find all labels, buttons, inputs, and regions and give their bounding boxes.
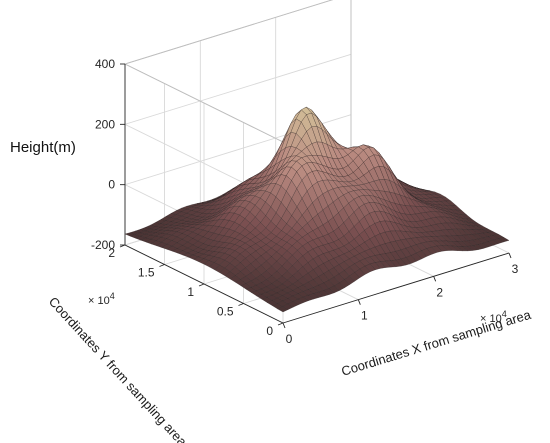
y-tick-label: 1.5 [138,266,155,280]
box-edge [124,63,284,143]
x-tick-label: 1 [361,309,368,323]
surface-mesh [124,106,510,313]
x-tick-label: 2 [436,285,443,299]
x-tick-mark [282,322,286,329]
z-axis-label: Height(m) [10,139,76,156]
box-edge [124,0,334,65]
x-tick-mark [508,252,512,259]
y-tick-label: 1 [187,285,194,299]
y-tick-mark [198,283,205,287]
y-tick-label: 0 [266,324,273,338]
y-axis-exponent: × 104 [88,291,115,307]
z-tick-label: -200 [91,238,115,252]
x-tick-mark [433,276,437,282]
x-tick-label: 3 [512,262,519,276]
y-axis-label: Coordinates Y from sampling area [46,294,191,443]
y-tick-mark [159,264,165,267]
x-tick-label: 0 [286,332,293,346]
surface-patch [498,237,510,243]
x-axis-exponent: × 104 [480,309,507,325]
grid-line [124,0,334,65]
z-tick-label: 200 [95,117,115,131]
y-tick-mark [277,322,284,326]
grid-line [124,53,352,125]
x-tick-mark [357,299,361,305]
z-tick-label: 400 [95,57,115,71]
y-tick-label: 2 [108,246,115,260]
axis-line [282,252,510,324]
y-tick-label: 0.5 [217,305,234,319]
z-tick-label: 0 [108,178,115,192]
y-tick-mark [238,303,244,306]
